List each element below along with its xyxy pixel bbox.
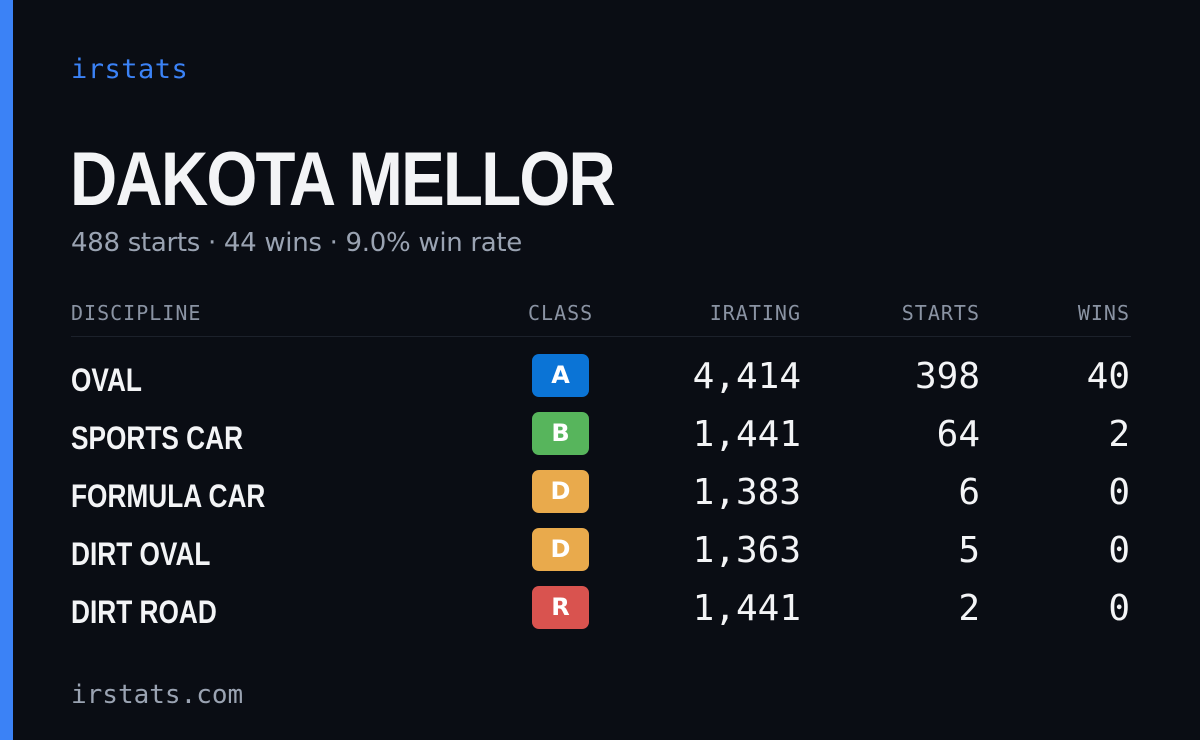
class-badge: R bbox=[532, 586, 589, 629]
irating-value: 1,383 bbox=[692, 472, 801, 513]
table-header: DISCIPLINE CLASS IRATING STARTS WINS bbox=[71, 300, 1131, 337]
table-row: DIRT OVAL D 1,363 5 0 bbox=[71, 528, 1131, 586]
brand-logo: irstats bbox=[71, 54, 189, 85]
discipline-name: FORMULA CAR bbox=[71, 478, 266, 514]
wins-value: 40 bbox=[1086, 356, 1130, 397]
driver-name: DAKOTA MELLOR bbox=[70, 137, 616, 222]
class-badge: D bbox=[532, 470, 589, 513]
starts-value: 2 bbox=[958, 588, 980, 629]
starts-value: 5 bbox=[958, 530, 980, 571]
class-badge: A bbox=[532, 354, 589, 397]
discipline-name: DIRT OVAL bbox=[71, 536, 211, 572]
wins-value: 0 bbox=[1108, 472, 1130, 513]
driver-summary: 488 starts · 44 wins · 9.0% win rate bbox=[71, 228, 523, 258]
wins-value: 0 bbox=[1108, 588, 1130, 629]
starts-value: 398 bbox=[914, 356, 980, 397]
table-row: FORMULA CAR D 1,383 6 0 bbox=[71, 470, 1131, 528]
class-badge: B bbox=[532, 412, 589, 455]
starts-value: 6 bbox=[958, 472, 980, 513]
starts-value: 64 bbox=[936, 414, 980, 455]
footer-url: irstats.com bbox=[71, 680, 244, 710]
class-badge: D bbox=[532, 528, 589, 571]
header-starts: STARTS bbox=[901, 301, 980, 325]
wins-value: 0 bbox=[1108, 530, 1130, 571]
wins-value: 2 bbox=[1108, 414, 1130, 455]
irating-value: 4,414 bbox=[692, 356, 801, 397]
header-wins: WINS bbox=[1077, 301, 1130, 325]
header-discipline: DISCIPLINE bbox=[71, 301, 202, 325]
table-row: DIRT ROAD R 1,441 2 0 bbox=[71, 586, 1131, 644]
discipline-name: OVAL bbox=[71, 362, 142, 398]
irating-value: 1,363 bbox=[692, 530, 801, 571]
irating-value: 1,441 bbox=[692, 414, 801, 455]
header-irating: IRATING bbox=[709, 301, 801, 325]
discipline-name: DIRT ROAD bbox=[71, 594, 217, 630]
irating-value: 1,441 bbox=[692, 588, 801, 629]
header-class: CLASS bbox=[528, 301, 594, 325]
table-row: SPORTS CAR B 1,441 64 2 bbox=[71, 412, 1131, 470]
table-row: OVAL A 4,414 398 40 bbox=[71, 354, 1131, 412]
accent-bar bbox=[0, 0, 13, 740]
discipline-name: SPORTS CAR bbox=[71, 420, 244, 456]
